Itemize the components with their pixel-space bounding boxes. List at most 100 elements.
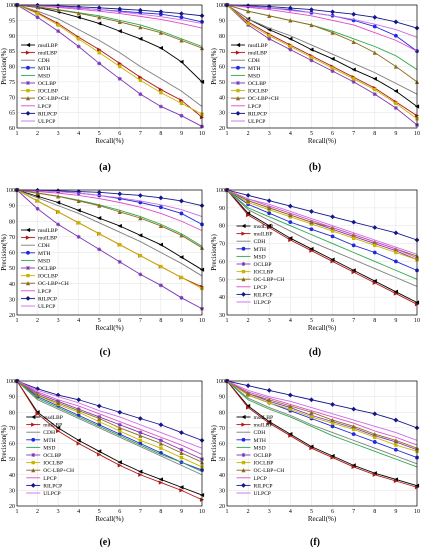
data-point <box>372 472 377 477</box>
legend-label: MTH <box>38 66 50 72</box>
x-tick-label: 2 <box>247 509 250 515</box>
x-axis-label: Recall(%) <box>308 324 337 332</box>
data-point <box>267 421 272 426</box>
y-tick-label: 40 <box>9 282 15 288</box>
y-tick-label: 90 <box>9 395 15 401</box>
legend-marker <box>241 223 246 229</box>
series-line <box>226 380 418 446</box>
x-tick-label: 10 <box>414 131 420 137</box>
data-point <box>393 447 398 452</box>
panel-label: (e) <box>99 537 110 548</box>
legend-marker <box>31 460 35 465</box>
data-point <box>158 205 163 210</box>
data-point <box>35 11 40 16</box>
data-point <box>372 14 378 20</box>
legend-marker <box>241 262 246 266</box>
legend-marker <box>241 460 246 465</box>
y-tick-label: 100 <box>6 3 15 9</box>
data-point <box>35 386 40 392</box>
data-point <box>96 5 102 11</box>
x-axis-label: Recall(%) <box>95 324 124 332</box>
data-point <box>373 435 377 439</box>
series-line <box>226 380 418 449</box>
data-point <box>267 211 272 216</box>
data-point <box>179 455 184 460</box>
data-point <box>158 104 163 109</box>
data-point <box>309 220 314 225</box>
chart-panel-f: 1 2 3 4 5 6 7 8 9 10 20 30 40 50 60 70 80 90 100 Recall(%) P… <box>210 378 420 548</box>
plot-frame <box>16 380 203 507</box>
y-tick-label: 80 <box>9 219 15 225</box>
y-tick-label: 60 <box>219 65 225 71</box>
legend-entry: LPCP <box>231 104 261 110</box>
data-point <box>372 50 377 55</box>
data-point <box>393 33 398 38</box>
data-point <box>267 36 272 41</box>
legend-entry: LPCP <box>21 289 51 295</box>
data-point <box>330 30 335 35</box>
panel-label: (b) <box>309 162 321 173</box>
legend-marker <box>30 483 36 488</box>
legend-label: CDH <box>254 430 266 436</box>
data-point <box>118 64 122 69</box>
legend-marker <box>235 42 241 48</box>
data-point <box>138 472 143 477</box>
x-tick-label: 8 <box>159 509 162 515</box>
legend-label: IOCLBP <box>38 89 58 95</box>
series-ULPCP <box>226 4 418 38</box>
y-axis-label: Precision(%) <box>0 234 8 271</box>
x-tick-label: 3 <box>57 509 60 515</box>
data-point <box>330 424 335 429</box>
legend-entry: LPCP <box>236 476 267 482</box>
data-point <box>288 407 293 411</box>
data-point <box>179 275 184 280</box>
legend-label: CDH <box>38 243 50 249</box>
series-CDH <box>226 380 418 465</box>
legend-label: OCLBP <box>43 453 61 459</box>
data-point <box>117 29 122 34</box>
legend-entry: msdLBP <box>236 223 273 230</box>
legend-entry: MSD <box>236 254 266 260</box>
data-point <box>351 236 356 240</box>
panel-label: (a) <box>99 162 111 173</box>
y-tick-label: 70 <box>219 426 225 432</box>
data-point <box>372 24 377 29</box>
data-point <box>76 221 81 225</box>
legend-label: ULPCP <box>248 119 265 125</box>
data-point <box>158 480 163 485</box>
data-point <box>266 198 272 204</box>
series-line <box>226 189 418 305</box>
data-point <box>372 92 377 97</box>
series-LPCP <box>226 380 418 446</box>
y-tick-label: 60 <box>219 259 225 265</box>
y-tick-label: 100 <box>216 379 225 385</box>
y-tick-label: 30 <box>219 111 225 117</box>
data-point <box>393 417 399 423</box>
x-tick-label: 6 <box>118 318 121 324</box>
data-point <box>35 392 40 398</box>
chart-panel-e: 1 2 3 4 5 6 7 8 9 10 20 30 40 50 60 70 80 90 100 Recall(%) P… <box>0 378 205 548</box>
data-point <box>97 216 102 221</box>
legend-label: LPCP <box>43 476 56 482</box>
legend-entry: RILPCP <box>236 292 272 298</box>
legend-marker <box>25 42 31 48</box>
data-point <box>394 250 398 255</box>
data-point <box>246 405 251 410</box>
legend-label: msdLBP <box>248 43 268 49</box>
legend-entry: OC-LBP+CH <box>26 468 74 474</box>
x-tick-label: 1 <box>16 318 19 324</box>
legend-entry: MSD <box>21 258 50 264</box>
data-point <box>117 463 122 468</box>
y-tick-label: 20 <box>219 504 225 510</box>
legend-entry: IOCLBP <box>26 461 63 467</box>
data-point <box>158 45 163 51</box>
legend-entry: IOCLBP <box>236 460 273 467</box>
data-point <box>288 433 293 438</box>
x-tick-label: 7 <box>352 509 355 515</box>
legend-marker <box>25 96 31 101</box>
data-point <box>158 12 163 17</box>
data-point <box>266 387 272 393</box>
